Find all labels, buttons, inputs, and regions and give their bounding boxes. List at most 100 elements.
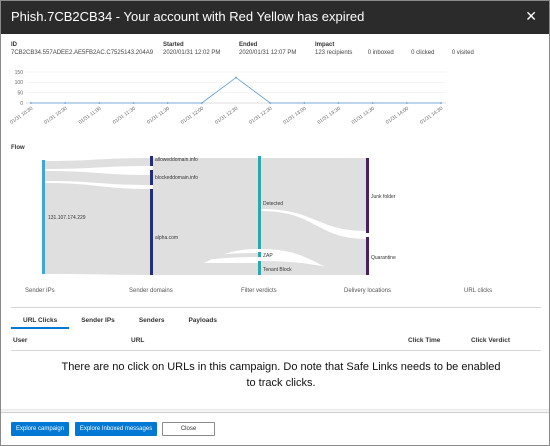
impact-label: Impact [315, 42, 335, 48]
band-tenant-quarantine [261, 261, 367, 275]
timeline-point[interactable] [269, 102, 272, 104]
column-click-time[interactable]: Click Time [408, 337, 441, 344]
meta-impact: Impact 123 recipients 0 inboxed 0 clicke… [315, 41, 474, 57]
meta-ended: Ended 2020/01/31 12:07 PM [239, 41, 296, 57]
band-detected-junk [261, 158, 367, 231]
ended-label: Ended [239, 42, 258, 48]
visited-count: 0 visited [451, 50, 474, 56]
node-detected-bar[interactable] [258, 156, 261, 249]
node-alpha-domain-bar[interactable] [150, 189, 153, 275]
id-value: 7CB2CB34.557ADEE2.AE5FB2AC.C7525143.204A… [11, 50, 154, 56]
column-sender-ips: Sender IPs [25, 288, 55, 294]
column-click-verdict[interactable]: Click Verdict [471, 337, 511, 344]
impact-values: 123 recipients 0 inboxed 0 clicked 0 vis… [315, 49, 474, 57]
started-value: 2020/01/31 12:02 PM [163, 50, 221, 56]
timeline-x-tick-label: 01/31 12:00 [180, 106, 205, 126]
footer-divider [1, 412, 549, 413]
started-label: Started [163, 42, 184, 48]
timeline-points [30, 76, 442, 104]
column-sender-domains: Sender domains [129, 288, 173, 294]
table-header-divider [11, 350, 541, 351]
column-filter-verdicts: Filter verdicts [241, 288, 277, 294]
timeline-y-tick-label: 100 [15, 80, 24, 86]
timeline-x-tick-label: 01/31 11:30 [112, 106, 137, 126]
timeline-point[interactable] [371, 102, 374, 104]
node-junk-bar[interactable] [366, 158, 369, 233]
timeline-x-tick-label: 01/31 12:30 [248, 106, 273, 126]
node-ip-label: 131.107.174.229 [48, 215, 86, 221]
inboxed-count: 0 inboxed [367, 50, 394, 56]
timeline-x-tick-label: 01/31 10:30 [43, 106, 68, 126]
node-alpha-label: alpha.com [155, 235, 178, 241]
timeline-point[interactable] [303, 102, 306, 104]
timeline-x-tick-label: 01/31 13:30 [317, 106, 342, 126]
timeline-point[interactable] [64, 102, 67, 104]
band-detected-quarantine [261, 211, 367, 275]
column-url[interactable]: URL [131, 337, 145, 344]
timeline-point[interactable] [405, 102, 408, 104]
band-ip-alpha [45, 183, 151, 275]
node-allowed-domain-bar[interactable] [150, 156, 153, 166]
close-button[interactable]: Close [162, 422, 215, 436]
column-url-clicks: URL clicks [464, 288, 492, 294]
flyout-title: Phish.7CB2CB34 - Your account with Red Y… [11, 9, 365, 24]
timeline-point[interactable] [30, 102, 32, 104]
timeline-grid [26, 71, 446, 104]
node-zap-bar[interactable] [258, 252, 261, 257]
tab-payloads[interactable]: Payloads [188, 317, 218, 324]
id-label: ID [11, 42, 17, 48]
timeline-point[interactable] [337, 102, 340, 104]
node-detected-label: Detected [263, 201, 283, 207]
timeline-y-ticks: 150 100 50 0 [15, 70, 24, 107]
timeline-y-tick-label: 150 [15, 70, 24, 76]
timeline-point[interactable] [200, 102, 203, 104]
explore-campaign-button[interactable]: Explore campaign [11, 422, 69, 436]
timeline-point[interactable] [166, 102, 169, 104]
flyout-header: Phish.7CB2CB34 - Your account with Red Y… [1, 1, 549, 34]
timeline-point[interactable] [98, 102, 101, 104]
timeline-x-tick-label: 01/31 12:30 [214, 106, 239, 126]
timeline-x-ticks: 01/31 10:30 01/31 10:30 01/31 11:00 01/31 1… [9, 106, 444, 126]
node-tenant-label: Tenant Block [263, 267, 292, 273]
timeline-x-tick-label: 01/31 14:30 [419, 106, 444, 126]
url-clicks-table-header: User URL Click Time Click Verdict [11, 337, 541, 349]
timeline-point[interactable] [132, 102, 135, 104]
tab-sender-ips[interactable]: Sender IPs [81, 317, 115, 324]
close-icon[interactable]: ✕ [525, 8, 537, 24]
timeline-point[interactable] [235, 76, 237, 79]
timeline-x-tick-label: 01/31 13:30 [351, 106, 376, 126]
meta-id: ID 7CB2CB34.557ADEE2.AE5FB2AC.C7525143.2… [11, 41, 153, 57]
node-junk-label: Junk folder [371, 194, 396, 200]
band-domain-tenant [153, 263, 259, 275]
timeline-series-line [31, 77, 441, 104]
band-domain-zap [153, 253, 259, 263]
node-blocked-domain-bar[interactable] [150, 170, 153, 185]
timeline-x-tick-label: 01/31 14:00 [385, 106, 410, 126]
flow-bands [45, 158, 367, 275]
scroll-shadow [1, 409, 549, 413]
timeline-y-tick-label: 50 [17, 90, 23, 96]
timeline-x-tick-label: 01/31 11:00 [78, 106, 103, 126]
node-quarantine-label: Quarantine [371, 255, 396, 261]
flow-label: Flow [11, 145, 25, 151]
node-sender-ip-bar[interactable] [42, 160, 45, 274]
recipients-count: 123 recipients [315, 50, 353, 56]
node-tenant-block-bar[interactable] [258, 261, 261, 275]
flow-sankey: 131.107.174.229 alloweddomain.info block… [25, 156, 492, 294]
band-ip-blocked [45, 171, 151, 185]
tab-senders[interactable]: Senders [138, 317, 165, 324]
timeline-x-tick-label: 01/31 11:30 [146, 106, 171, 126]
tab-url-clicks[interactable]: URL Clicks [11, 312, 70, 329]
explore-inboxed-button[interactable]: Explore Inboxed messages [75, 422, 157, 436]
empty-state-message: There are no click on URLs in this campa… [61, 361, 501, 389]
timeline-y-tick-label: 0 [20, 101, 23, 107]
ended-value: 2020/01/31 12:07 PM [239, 50, 297, 56]
node-quarantine-bar[interactable] [366, 237, 369, 275]
section-divider [11, 307, 541, 308]
node-blocked-label: blockeddomain.info [155, 175, 198, 181]
node-allowed-label: alloweddomain.info [155, 157, 198, 163]
band-ip-allowed [45, 158, 151, 169]
column-user[interactable]: User [13, 337, 28, 344]
timeline-point[interactable] [440, 102, 442, 104]
